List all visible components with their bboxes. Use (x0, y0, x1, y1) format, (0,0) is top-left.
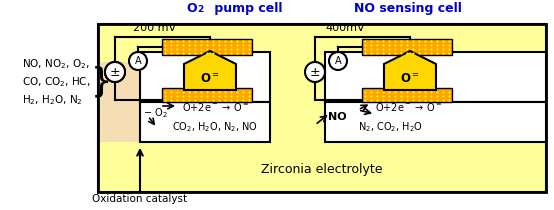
Text: pump cell: pump cell (210, 2, 283, 15)
Text: A: A (335, 56, 341, 66)
Circle shape (129, 52, 147, 70)
Text: N$_2$, CO$_2$, H$_2$O: N$_2$, CO$_2$, H$_2$O (358, 120, 423, 134)
Text: 400mV: 400mV (325, 23, 365, 33)
Text: 2: 2 (197, 5, 203, 14)
Bar (98, 62, 140, 142)
Text: A: A (135, 56, 141, 66)
Text: NO: NO (328, 112, 347, 122)
Bar (98, 24, 546, 192)
Text: }: } (91, 66, 112, 98)
Text: Oxidation catalyst: Oxidation catalyst (93, 194, 188, 204)
Text: ±: ± (310, 66, 320, 79)
Text: 200 mV: 200 mV (133, 23, 176, 33)
Bar (362, 39, 452, 55)
Bar (140, 102, 270, 142)
Circle shape (305, 62, 325, 82)
Text: O$^=$: O$^=$ (400, 72, 420, 85)
Text: NO sensing cell: NO sensing cell (354, 2, 462, 15)
Text: O+2e$^-$ → O$^=$: O+2e$^-$ → O$^=$ (375, 101, 442, 113)
Text: O$^=$: O$^=$ (200, 72, 220, 85)
Bar (362, 88, 452, 102)
Bar (325, 52, 546, 102)
Text: $-$ O$_2$: $-$ O$_2$ (143, 106, 168, 120)
Circle shape (105, 62, 125, 82)
Bar (162, 39, 252, 55)
Text: O+2e$^-$ → O$^=$: O+2e$^-$ → O$^=$ (182, 101, 249, 113)
Bar (325, 102, 546, 142)
Polygon shape (384, 51, 436, 90)
Bar (162, 88, 252, 102)
Text: Zirconia electrolyte: Zirconia electrolyte (261, 164, 383, 176)
Polygon shape (184, 51, 236, 90)
Text: ±: ± (110, 66, 120, 79)
Text: CO$_2$, H$_2$O, N$_2$, NO: CO$_2$, H$_2$O, N$_2$, NO (172, 120, 258, 134)
Bar (98, 24, 546, 192)
Circle shape (329, 52, 347, 70)
Bar (140, 52, 270, 102)
Text: NO, NO$_2$, O$_2$,
CO, CO$_2$, HC,
H$_2$, H$_2$O, N$_2$: NO, NO$_2$, O$_2$, CO, CO$_2$, HC, H$_2$… (22, 57, 90, 107)
Text: O: O (187, 2, 197, 15)
